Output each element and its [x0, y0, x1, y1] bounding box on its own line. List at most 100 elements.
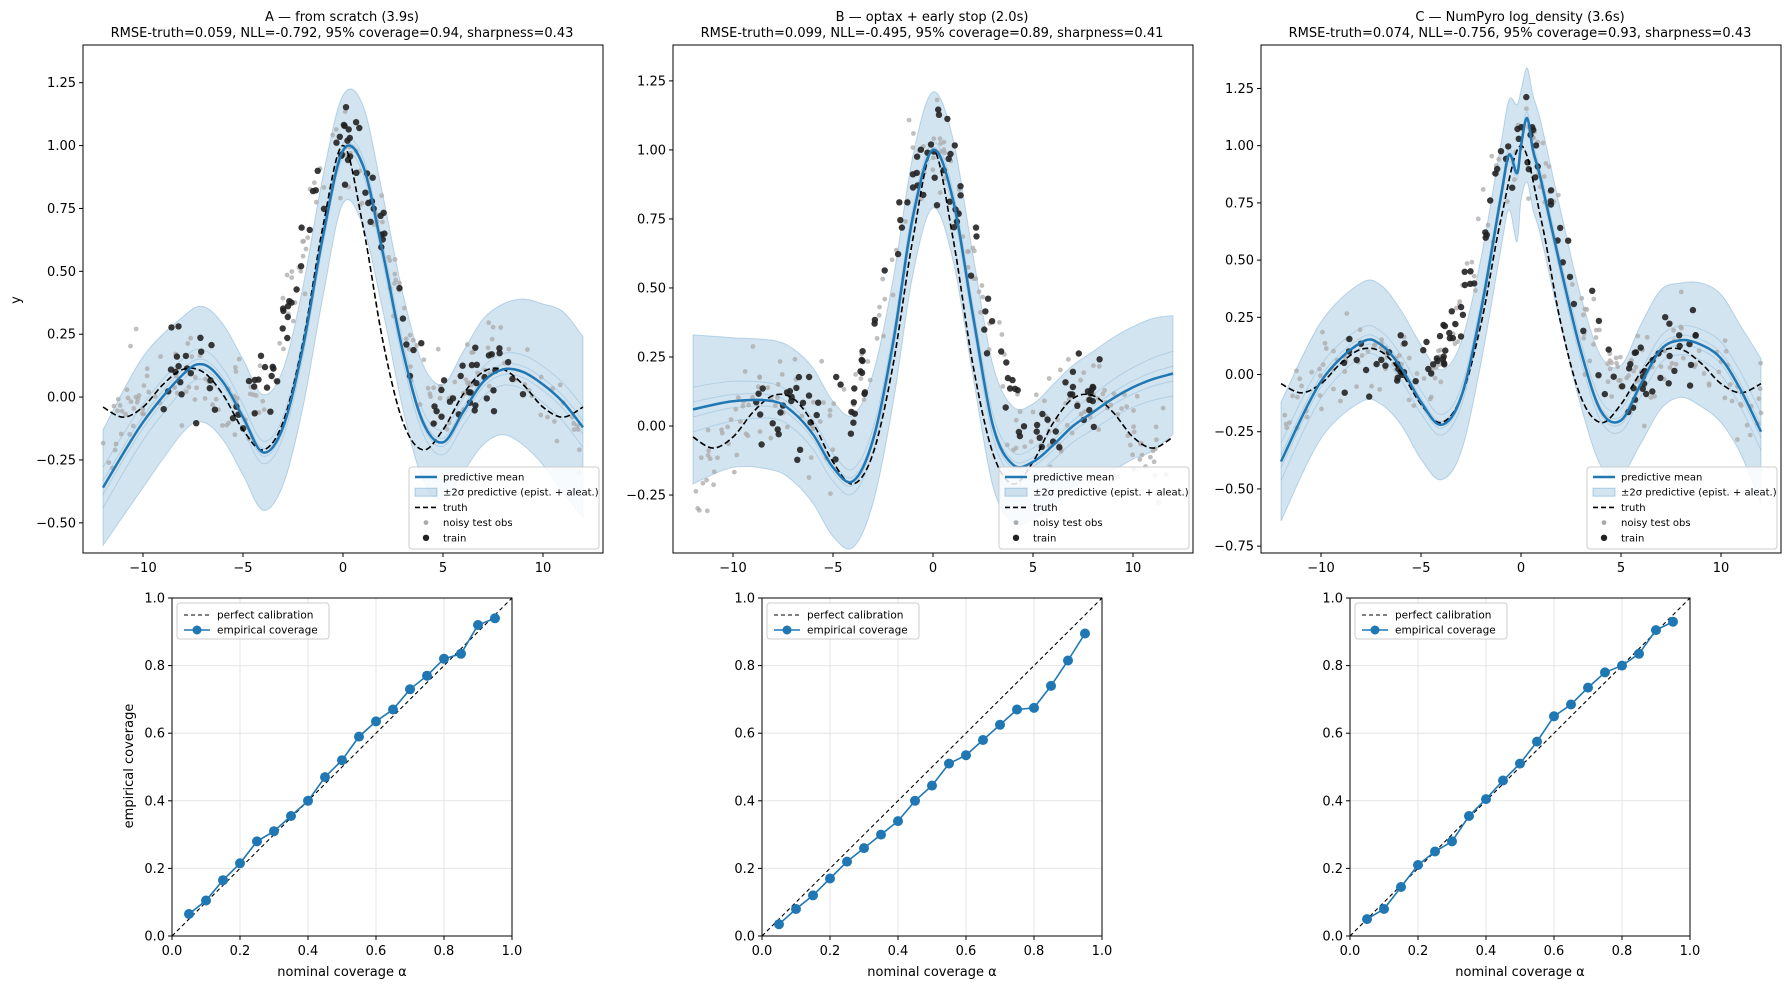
train-point [399, 315, 407, 322]
empirical-coverage-point [201, 895, 211, 906]
test-observation-point [380, 219, 385, 225]
train-point [172, 368, 179, 375]
test-observation-point [281, 346, 286, 352]
test-observation-point [1131, 424, 1136, 430]
predictive-mean-line [1279, 116, 1763, 463]
test-observation-point [1747, 432, 1753, 438]
train-point [496, 350, 503, 357]
test-observation-point [1124, 404, 1129, 410]
train-point [1446, 335, 1454, 342]
x-tick-label: 0 [339, 561, 347, 576]
test-observation-point [700, 480, 706, 486]
test-observation-point [1609, 394, 1615, 399]
train-point [1015, 428, 1023, 436]
test-observation-point [715, 455, 720, 461]
x-tick-label: 0.4 [888, 944, 909, 959]
y-tick-label: 1.25 [637, 74, 666, 89]
train-point [759, 385, 766, 392]
empirical-coverage-point [1651, 625, 1661, 636]
empirical-coverage-point [354, 731, 364, 742]
train-point [1689, 306, 1697, 314]
train-point [1570, 300, 1578, 308]
y-tick-label: 0.4 [1322, 794, 1343, 809]
panel-a-subtitle: RMSE-truth=0.059, NLL=-0.792, 95% covera… [111, 26, 574, 41]
train-point [1497, 148, 1505, 155]
test-observation-point [144, 366, 150, 372]
test-observation-point [1154, 437, 1159, 443]
train-point [1353, 356, 1360, 364]
train-point [1514, 125, 1521, 133]
train-point [519, 391, 527, 398]
legend-test-obs: noisy test obs [1033, 518, 1103, 529]
test-observation-point [1331, 348, 1336, 354]
legend-swatch-empirical-marker [192, 625, 202, 635]
test-observation-point [970, 245, 976, 251]
test-observation-point [490, 324, 496, 330]
train-point [1601, 390, 1609, 398]
train-point [1666, 320, 1673, 327]
test-observation-point [746, 402, 751, 408]
test-observation-point [284, 272, 290, 278]
test-observation-point [575, 427, 581, 432]
test-observation-point [1344, 311, 1350, 316]
test-observation-point [124, 387, 130, 393]
test-observation-point [934, 97, 940, 103]
legend-train: train [1621, 533, 1644, 544]
test-observation-point [911, 131, 916, 136]
test-observation-point [407, 332, 413, 338]
test-observation-point [1706, 381, 1712, 387]
y-tick-label: 0.75 [47, 202, 76, 217]
test-observation-point [827, 413, 833, 418]
x-tick-label: 0.0 [1340, 944, 1361, 959]
legend-band: ±2σ predictive (epist. + aleat.) [1033, 488, 1189, 499]
test-observation-point [1139, 452, 1145, 458]
train-point [951, 142, 958, 149]
train-point [805, 373, 813, 381]
train-point [1423, 338, 1430, 346]
test-observation-point [1432, 375, 1438, 381]
test-observation-point [425, 385, 431, 391]
test-observation-point [931, 136, 937, 142]
x-tick-label: 0.8 [1024, 944, 1045, 959]
test-observation-point [1064, 422, 1070, 428]
test-observation-point [463, 377, 469, 382]
test-observation-point [1471, 273, 1477, 279]
train-point [280, 307, 287, 315]
test-observation-point [1658, 364, 1664, 369]
test-observation-point [808, 455, 814, 461]
test-observation-point [106, 460, 112, 465]
test-observation-point [1756, 396, 1762, 402]
train-point [848, 408, 855, 416]
test-observation-point [1591, 342, 1596, 347]
test-observation-point [289, 269, 295, 274]
test-observation-point [112, 447, 118, 453]
legend-swatch-band [1592, 487, 1616, 497]
empirical-coverage-point [1413, 860, 1423, 870]
legend-box [176, 602, 330, 640]
test-observation-point [194, 385, 200, 391]
train-point [490, 408, 498, 415]
train-point [1433, 355, 1441, 362]
test-observation-point [1438, 347, 1444, 353]
test-observation-point [725, 424, 731, 430]
test-observation-point [882, 296, 888, 302]
test-observation-point [172, 385, 178, 390]
test-observation-point [359, 200, 365, 206]
x-tick-label: 5 [1617, 561, 1625, 576]
test-observation-point [300, 253, 306, 259]
legend-swatch-train [422, 534, 430, 541]
test-observation-point [1616, 378, 1621, 383]
test-observation-point [525, 347, 530, 352]
test-observation-point [485, 345, 491, 351]
test-observation-point [1505, 199, 1510, 204]
test-observation-point [1758, 410, 1764, 416]
train-point [1692, 332, 1699, 339]
test-observation-point [906, 117, 912, 123]
empirical-coverage-point [1583, 682, 1593, 693]
test-observation-point [1323, 346, 1329, 351]
train-point [193, 420, 200, 427]
train-point [440, 377, 448, 384]
test-observation-point [115, 408, 120, 414]
train-point [342, 104, 350, 111]
test-observation-point [408, 364, 413, 369]
